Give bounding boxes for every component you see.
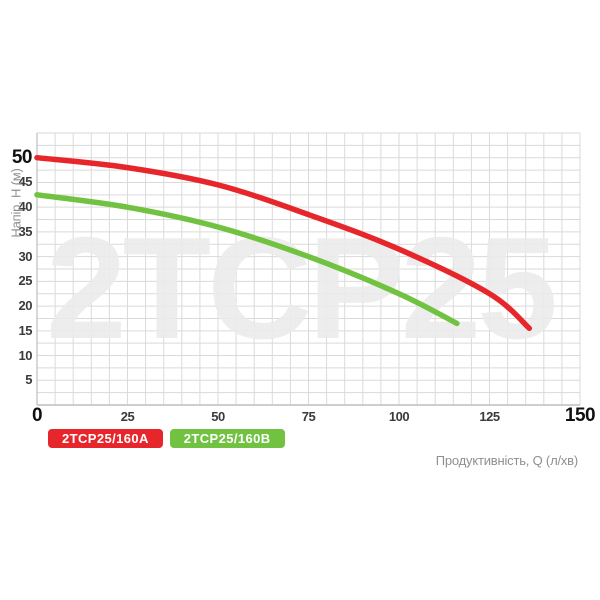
x-tick-label-125: 125 [479, 409, 500, 424]
series-curve-2TCP25/160B [34, 192, 460, 327]
x-axis-title: Продуктивність, Q (л/хв) [435, 453, 578, 468]
y-tick-label-5: 5 [25, 372, 32, 388]
series-layer [34, 154, 533, 332]
axis-layer [36, 133, 580, 406]
x-tick-label-25: 25 [120, 409, 135, 424]
y-tick-label-25: 25 [18, 273, 33, 289]
y-tick-label-50: 50 [11, 146, 33, 168]
x-tick-label-100: 100 [388, 409, 410, 424]
legend: 2TCP25/160A 2TCP25/160B [48, 429, 285, 448]
y-tick-label-10: 10 [18, 347, 33, 363]
x-tick-label-0: 0 [31, 405, 43, 426]
y-tick-label-30: 30 [18, 248, 33, 264]
y-axis-title: Напір, H (м) [8, 168, 24, 238]
x-tick-label-50: 50 [211, 409, 225, 424]
series-curve-2TCP25/160A [34, 154, 533, 332]
x-tick-label-150: 150 [564, 405, 596, 426]
y-tick-label-35: 35 [18, 223, 33, 239]
x-tick-label-75: 75 [301, 409, 316, 424]
grid-layer [36, 132, 581, 406]
legend-badge-2TCP25/160A: 2TCP25/160A [48, 429, 163, 448]
legend-badge-2TCP25/160B: 2TCP25/160B [169, 429, 285, 448]
watermark-text: 2TCP25 [46, 207, 554, 369]
y-tick-label-20: 20 [18, 298, 33, 314]
y-tick-label-45: 45 [18, 174, 33, 190]
y-tick-label-15: 15 [18, 322, 33, 338]
y-tick-label-40: 40 [18, 199, 33, 215]
